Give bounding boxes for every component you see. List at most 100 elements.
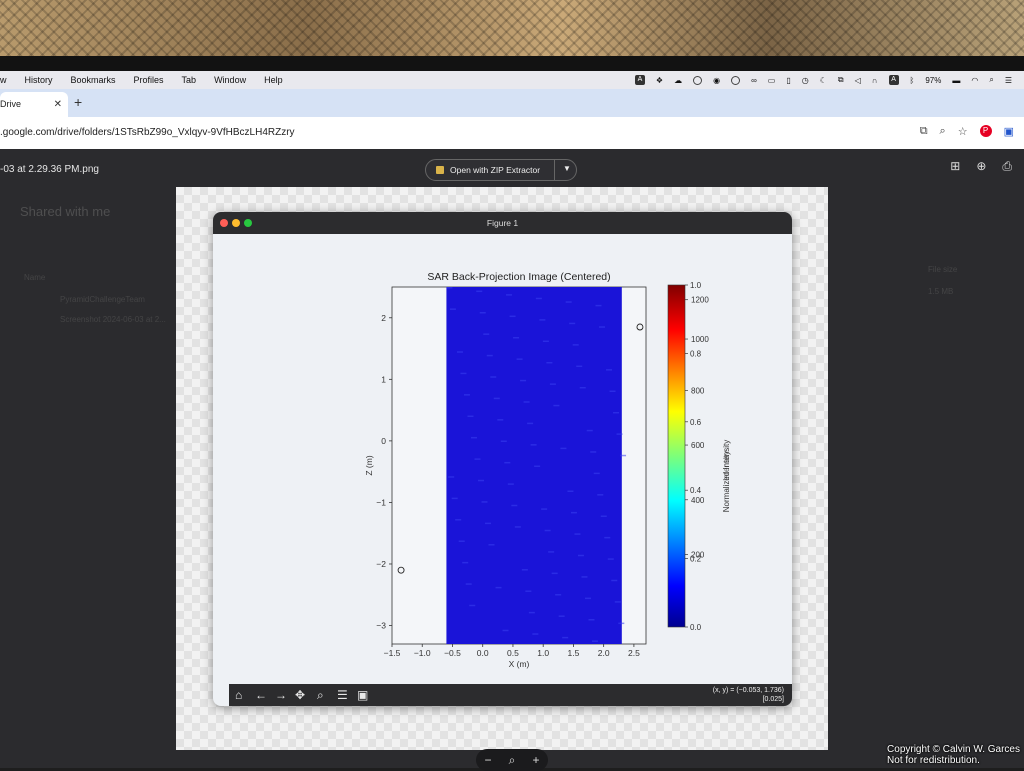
minimize-window-icon[interactable] [232, 219, 240, 227]
colorbar-label-secondary: Intensity [722, 451, 731, 481]
home-icon[interactable]: ⌂ [235, 688, 243, 702]
heatmap-speckle [549, 383, 556, 385]
y-tick-label: 0 [381, 436, 386, 446]
screens-icon[interactable]: ⧉ [837, 75, 844, 84]
menu-item-profiles[interactable]: Profiles [133, 75, 164, 85]
watermark-line-1: Copyright © Calvin W. Garces [887, 744, 1020, 755]
heatmap-speckle [528, 611, 535, 614]
display-icon[interactable]: ▭ [767, 75, 776, 85]
window-icon[interactable]: ▯ [786, 75, 791, 85]
plot-area: SAR Back-Projection Image (Centered) −1.5… [229, 234, 792, 684]
bluetooth-icon[interactable]: ᛒ [909, 75, 915, 85]
heatmap-speckle [584, 597, 591, 600]
battery-icon[interactable]: ▬ [952, 75, 961, 85]
colorbar-tick-label: 1.0 [690, 281, 702, 290]
headset-icon[interactable]: ∩ [871, 75, 878, 85]
x-tick-label: 1.5 [568, 648, 580, 658]
record-icon[interactable] [693, 75, 703, 85]
extension-icon[interactable]: ▣ [1003, 126, 1014, 138]
heatmap-speckle [606, 369, 613, 371]
colorbar-tick-label-secondary: 1000 [691, 335, 709, 344]
url-field[interactable]: .google.com/drive/folders/1STsRbZ99o_Vxl… [0, 127, 295, 138]
keyboard-a-icon[interactable]: A [888, 75, 899, 85]
heatmap-image [446, 287, 622, 644]
maximize-window-icon[interactable] [244, 219, 252, 227]
coords-xy: (x, y) = (−0.053, 1.736) [712, 687, 784, 694]
star-icon[interactable]: ☆ [957, 126, 968, 138]
back-icon[interactable]: ← [255, 688, 267, 702]
background-file-1: PyramidChallengeTeam [60, 295, 145, 304]
menu-item-help[interactable]: Help [264, 75, 283, 85]
zoom-icon[interactable]: ⌕ [939, 125, 946, 137]
heatmap-speckle [599, 326, 606, 328]
zoom-out-icon[interactable]: − [484, 753, 492, 767]
menu-item-window[interactable]: Window [214, 75, 247, 85]
pan-icon[interactable]: ✥ [295, 688, 306, 702]
zoom-rect-icon[interactable]: ⌕ [317, 688, 324, 702]
scatter-marker [636, 323, 644, 331]
mute-icon[interactable]: ◁ [854, 75, 861, 85]
add-comment-icon[interactable]: ⊕ [976, 159, 987, 173]
heatmap-speckle [497, 419, 504, 421]
install-icon[interactable]: ⧉ [919, 125, 928, 137]
clock-icon[interactable]: ◷ [801, 75, 809, 85]
forward-icon[interactable]: → [275, 688, 287, 702]
pinterest-icon[interactable]: P [979, 125, 992, 137]
figure-window: Figure 1 SAR Back-Projection Image (Cent… [213, 212, 792, 706]
open-with-button[interactable]: Open with ZIP Extractor ▼ [425, 159, 577, 181]
colorbar-tick-label-secondary: 600 [691, 441, 705, 450]
save-icon[interactable]: ▣ [357, 688, 369, 702]
heatmap-speckle [613, 411, 620, 414]
menu-item-window-partial[interactable]: w [0, 75, 7, 85]
heatmap-speckle [479, 311, 486, 314]
moon-icon[interactable]: ☾ [819, 75, 827, 85]
heatmap-speckle [597, 494, 604, 496]
heatmap-speckle [562, 636, 569, 639]
heatmap-speckle [462, 561, 469, 564]
glasses-icon[interactable]: ∞ [751, 75, 757, 85]
x-tick-label: 2.5 [628, 648, 640, 658]
figure-titlebar: Figure 1 [213, 212, 792, 234]
close-window-icon[interactable] [220, 219, 228, 227]
background-col-name: Name [24, 273, 46, 282]
app-a-icon[interactable]: A [634, 75, 645, 85]
menu-item-tab[interactable]: Tab [181, 75, 197, 85]
search-icon[interactable]: ⌕ [989, 75, 994, 84]
zoom-in-icon[interactable]: + [532, 753, 540, 767]
watermark-line-2: Not for redistribution. [887, 755, 980, 766]
y-tick-label: 2 [381, 313, 386, 323]
heatmap-speckle [579, 386, 586, 389]
heatmap-speckle [448, 476, 455, 478]
chevron-down-icon[interactable]: ▼ [563, 164, 571, 173]
colorbar-tick-label: 0.2 [690, 555, 702, 564]
print-icon[interactable]: ⎙ [1002, 159, 1012, 173]
new-tab-icon[interactable]: + [74, 94, 83, 110]
copyright-watermark: Copyright © Calvin W. Garces Not for red… [887, 744, 1020, 766]
cloud-icon[interactable]: ☁ [674, 75, 683, 85]
heatmap-speckle [532, 633, 539, 635]
heatmap-speckle [516, 358, 523, 360]
zip-extractor-icon [436, 166, 444, 174]
heatmap-speckle [574, 533, 581, 535]
heatmap-speckle [546, 361, 553, 364]
menu-item-bookmarks[interactable]: Bookmarks [70, 75, 116, 85]
add-to-drive-icon[interactable]: ⊞ [950, 159, 961, 173]
colorbar-tick-label: 0.6 [690, 418, 702, 427]
close-icon[interactable]: ✕ [53, 99, 62, 110]
heatmap-speckle [456, 351, 463, 353]
sar-heatmap-chart[interactable]: SAR Back-Projection Image (Centered) −1.5… [229, 234, 792, 684]
dropbox-icon[interactable]: ❖ [655, 75, 664, 85]
tab-drive[interactable]: Drive ✕ [0, 92, 68, 117]
camera-icon[interactable]: ◉ [713, 75, 721, 85]
control-center-icon[interactable]: ☰ [1004, 75, 1012, 85]
tab-title: Drive [0, 99, 22, 109]
globe-icon[interactable] [731, 75, 741, 85]
magnifier-icon[interactable]: ⌕ [508, 752, 516, 767]
menu-item-history[interactable]: History [24, 75, 53, 85]
wifi-icon[interactable]: ◠ [971, 75, 979, 85]
heatmap-speckle [467, 415, 474, 418]
configure-icon[interactable]: ☰ [337, 688, 348, 702]
colorbar-tick-label: 0.0 [690, 623, 702, 632]
colorbar-tick-label-secondary: 1200 [691, 296, 709, 305]
heatmap-speckle [460, 372, 467, 375]
